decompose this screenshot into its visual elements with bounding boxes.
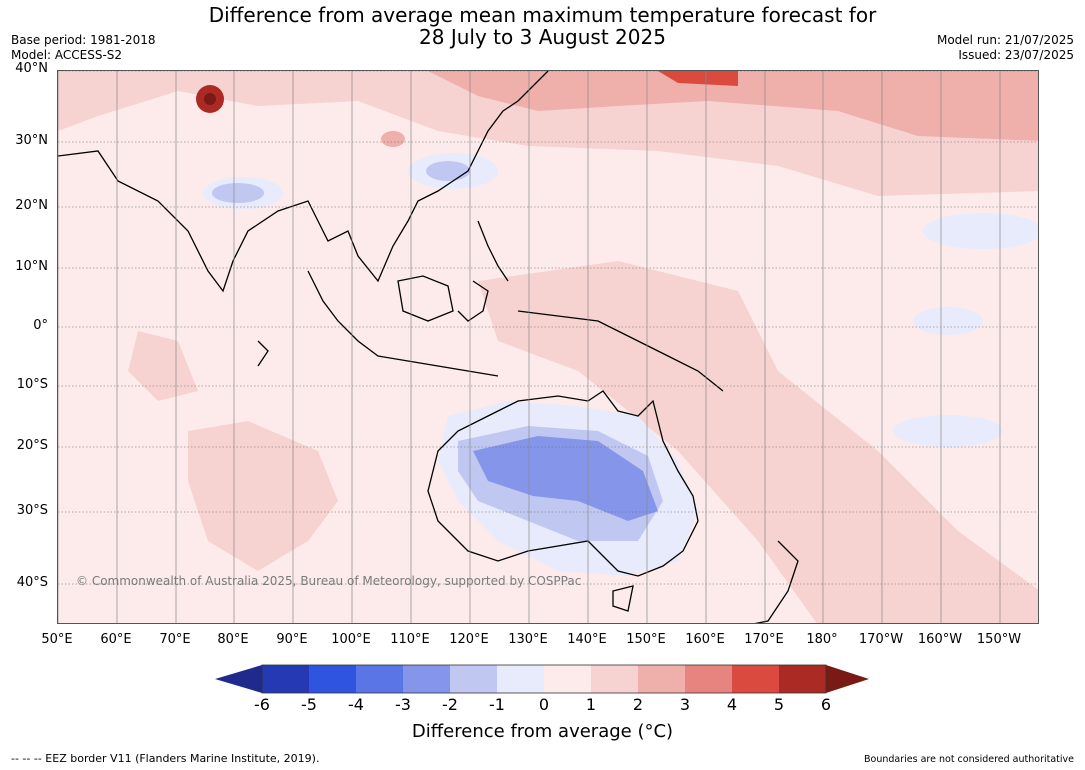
cool-patch-equator-east	[913, 307, 983, 335]
colorbar-label-3: 3	[679, 695, 691, 714]
lon-label-60e: 60°E	[100, 632, 132, 647]
warm-patch	[381, 131, 405, 147]
coastline-sulawesi	[457, 280, 489, 322]
lat-label-equator: 0°	[33, 318, 48, 333]
colorbar-title: Difference from average (°C)	[411, 721, 674, 742]
colorbar-segment-4-5	[732, 665, 779, 693]
coastline-philippines	[477, 220, 509, 282]
colorbar-label-1: 1	[585, 695, 597, 714]
coastline-tasmania	[612, 585, 634, 612]
model-name: Model: ACCESS-S2	[11, 48, 123, 62]
lat-label-10n: 10°N	[15, 259, 48, 274]
colorbar-segment-2-3	[638, 665, 685, 693]
meta-left: Base period: 1981-2018 Model: ACCESS-S2	[11, 33, 156, 63]
colorbar-label-0: 0	[538, 695, 550, 714]
coastline-sri-lanka-area	[257, 340, 269, 367]
lon-label-150w: 150°W	[976, 632, 1022, 647]
lon-label-120e: 120°E	[449, 632, 489, 647]
lat-label-30n: 30°N	[15, 133, 48, 148]
colorbar-label-neg3: -3	[395, 695, 411, 714]
colorbar-outline	[261, 664, 827, 694]
longitude-gridlines	[58, 71, 1001, 623]
colorbar-segment-neg2-neg1	[450, 665, 497, 693]
coastline-new-guinea	[517, 310, 724, 392]
issued-date: Issued: 23/07/2025	[958, 48, 1074, 62]
chart-title: Difference from average mean maximum tem…	[0, 4, 1085, 48]
lon-label-80e: 80°E	[217, 632, 249, 647]
lat-label-40s: 40°S	[16, 575, 48, 590]
colorbar-label-neg1: -1	[489, 695, 505, 714]
lon-label-160w: 160°W	[917, 632, 963, 647]
colorbar-arrow-low	[215, 665, 262, 693]
colorbar-segment-5-6	[779, 665, 826, 693]
colorbar-label-6: 6	[820, 695, 832, 714]
coastlines	[58, 71, 799, 623]
copyright-notice: © Commonwealth of Australia 2025, Bureau…	[76, 574, 582, 588]
hot-spot-core	[204, 93, 216, 105]
model-run: Model run: 21/07/2025	[936, 33, 1074, 47]
lon-label-130e: 130°E	[508, 632, 548, 647]
cool-patch-china-core	[426, 161, 470, 181]
boundaries-disclaimer: Boundaries are not considered authoritat…	[864, 754, 1074, 765]
coastline-borneo	[397, 275, 454, 322]
colorbar-label-4: 4	[726, 695, 738, 714]
lon-label-90e: 90°E	[276, 632, 308, 647]
colorbar-label-neg2: -2	[442, 695, 458, 714]
map-canvas	[58, 71, 1038, 623]
lat-label-20n: 20°N	[15, 198, 48, 213]
warm-band-north-strong	[428, 71, 1038, 141]
colorbar-arrow-high	[826, 665, 869, 693]
lon-label-170w: 170°W	[858, 632, 904, 647]
colorbar-segment-1-2	[591, 665, 638, 693]
lat-label-20s: 20°S	[16, 438, 48, 453]
colorbar-label-neg6: -6	[254, 695, 270, 714]
warm-tongue-pacific	[478, 261, 1038, 623]
lon-label-150e: 150°E	[626, 632, 666, 647]
cool-patch-india-core	[212, 183, 264, 203]
lon-label-100e: 100°E	[331, 632, 371, 647]
cool-region-australia-core	[473, 436, 658, 521]
colorbar-segment-neg5-neg4	[309, 665, 356, 693]
warm-patch-indian-ocean	[188, 421, 338, 571]
lon-label-70e: 70°E	[159, 632, 191, 647]
hot-spot-north	[658, 71, 738, 86]
base-period: Base period: 1981-2018	[11, 33, 156, 47]
colorbar-segment-neg4-neg3	[356, 665, 403, 693]
colorbar-label-neg5: -5	[301, 695, 317, 714]
coastline-sumatra-java	[307, 270, 499, 377]
coastline-australia	[427, 390, 699, 577]
forecast-map	[57, 70, 1039, 624]
colorbar-segment-neg3-neg2	[403, 665, 450, 693]
lon-label-50e: 50°E	[41, 632, 73, 647]
colorbar-segment-3-4	[685, 665, 732, 693]
lat-label-30s: 30°S	[16, 503, 48, 518]
lon-label-110e: 110°E	[390, 632, 430, 647]
colorbar-segment-neg6-neg5	[262, 665, 309, 693]
lat-label-10s: 10°S	[16, 377, 48, 392]
lon-label-160e: 160°E	[685, 632, 725, 647]
colorbar-label-2: 2	[632, 695, 644, 714]
lon-label-170e: 170°E	[744, 632, 784, 647]
lon-label-180: 180°	[806, 632, 838, 647]
lat-label-40n: 40°N	[15, 61, 48, 76]
colorbar-segment-0-1	[544, 665, 591, 693]
eez-legend-note: -- -- -- EEZ border V11 (Flanders Marine…	[11, 752, 320, 765]
meta-right: Model run: 21/07/2025 Issued: 23/07/2025	[937, 33, 1074, 63]
colorbar-segment-neg1-0	[497, 665, 544, 693]
coastline-new-zealand	[754, 540, 799, 623]
coastline-asia	[58, 71, 549, 293]
colorbar	[215, 664, 869, 694]
cool-patch-south-pacific	[893, 415, 1003, 447]
colorbar-label-neg4: -4	[348, 695, 364, 714]
title-line-2: 28 July to 3 August 2025	[419, 25, 666, 49]
latitude-gridlines	[58, 71, 1038, 585]
lon-label-140e: 140°E	[567, 632, 607, 647]
colorbar-label-5: 5	[773, 695, 785, 714]
warm-patch-west	[128, 331, 198, 401]
title-line-1: Difference from average mean maximum tem…	[208, 3, 877, 27]
cool-patch-east-pacific	[923, 213, 1038, 249]
